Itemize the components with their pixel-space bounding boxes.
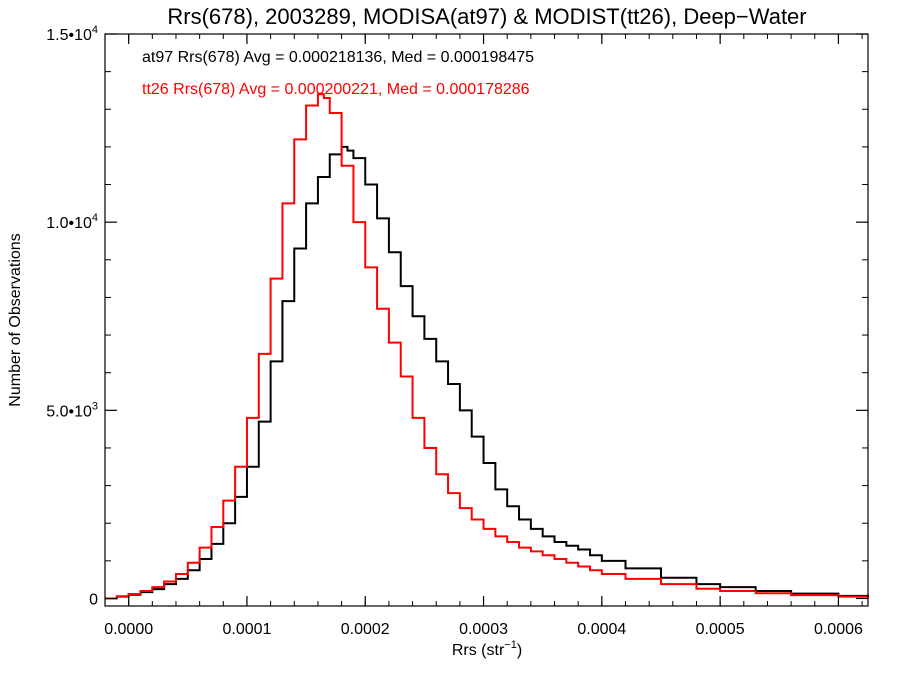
series-layer xyxy=(105,93,869,600)
series-line-at97 xyxy=(105,145,869,600)
y-tick-label: 5.0•103 xyxy=(46,400,98,420)
y-tick-label: 1.0•104 xyxy=(46,212,98,232)
y-axis-label: Number of Observations xyxy=(7,233,24,406)
x-axis-label: Rrs (str−1) xyxy=(452,639,522,659)
y-axis: 0 5.0•103 1.0•104 1.5•104 xyxy=(46,24,868,608)
legend-entry-at97: at97 Rrs(678) Avg = 0.000218136, Med = 0… xyxy=(142,49,534,66)
chart-title: Rrs(678), 2003289, MODISA(at97) & MODIST… xyxy=(167,4,806,29)
x-axis-label-main: Rrs (str xyxy=(452,642,505,659)
x-axis: 0.0000 0.0001 0.0002 0.0003 0.0004 0.0005 0.00… xyxy=(104,34,863,638)
x-tick-label: 0.0001 xyxy=(222,621,271,638)
x-axis-label-sup: −1 xyxy=(504,639,517,651)
series-line-tt26 xyxy=(105,93,869,600)
legend-entry-tt26: tt26 Rrs(678) Avg = 0.000200221, Med = 0… xyxy=(142,81,530,98)
x-axis-label-close: ) xyxy=(517,642,522,659)
x-tick-label: 0.0000 xyxy=(104,621,153,638)
plot-frame xyxy=(104,33,869,607)
legend: at97 Rrs(678) Avg = 0.000218136, Med = 0… xyxy=(142,49,534,98)
y-tick-label: 0 xyxy=(89,591,98,608)
y-tick-label: 1.5•104 xyxy=(46,24,98,44)
x-tick-label: 0.0003 xyxy=(459,621,508,638)
x-tick-label: 0.0004 xyxy=(577,621,626,638)
x-tick-label: 0.0002 xyxy=(341,621,390,638)
x-tick-label: 0.0005 xyxy=(696,621,745,638)
x-tick-label: 0.0006 xyxy=(814,621,863,638)
